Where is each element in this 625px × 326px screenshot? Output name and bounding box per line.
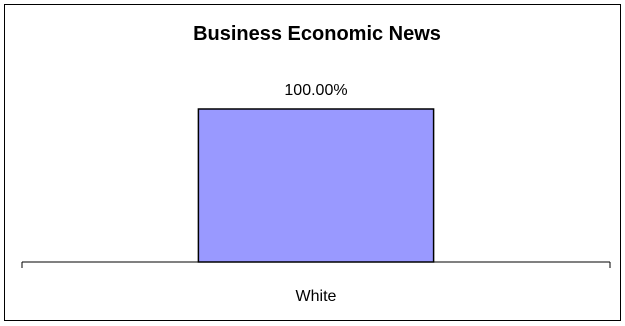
x-tick-label: White (296, 288, 337, 305)
plot-area: 100.00% White (21, 82, 611, 305)
data-label: 100.00% (284, 82, 347, 99)
chart-frame: Business Economic News 100.00% White (4, 4, 621, 321)
chart-svg: Business Economic News 100.00% White (21, 23, 611, 305)
chart-title: Business Economic News (193, 23, 441, 45)
bar-white (197, 108, 435, 263)
